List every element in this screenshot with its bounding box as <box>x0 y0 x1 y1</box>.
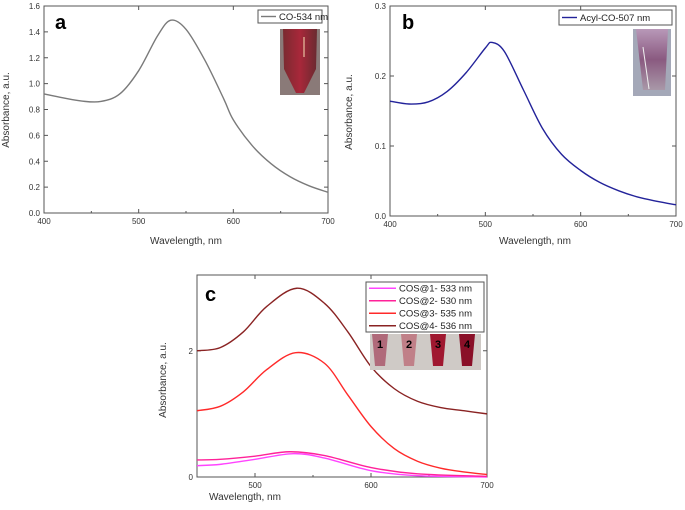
y-tick-label: 0.2 <box>29 183 41 192</box>
y-tick-label: 1.0 <box>29 80 41 89</box>
x-axis-label: Wavelength, nm <box>209 492 281 503</box>
y-tick-label: 0.0 <box>375 212 387 221</box>
series-line-1 <box>43 19 329 193</box>
y-axis-label: Absorbance, a.u. <box>344 74 355 150</box>
vial-label: 2 <box>406 339 412 351</box>
inset-photo <box>633 29 671 96</box>
vial-label: 1 <box>377 339 383 351</box>
panel-label: a <box>55 12 67 34</box>
x-tick-label: 400 <box>383 220 397 229</box>
y-tick-label: 2 <box>189 347 194 356</box>
vial-icon <box>459 334 475 366</box>
y-tick-label: 1.2 <box>29 54 41 63</box>
inset-photo <box>280 29 320 95</box>
legend: CO-534 nm <box>257 9 328 24</box>
series-line-3 <box>196 351 488 476</box>
legend-entry: Acyl-CO-507 nm <box>580 13 650 24</box>
legend-entry: CO-534 nm <box>279 12 328 23</box>
chart-panel-a: 400 500 600 700 0.0 0.2 0.4 0.6 0.8 1.0 1.2 1.4 1.6 W… <box>1 2 335 247</box>
x-tick-label: 700 <box>480 481 494 490</box>
y-tick-label: 0 <box>189 473 194 482</box>
y-tick-label: 0.1 <box>375 142 387 151</box>
vial-label: 4 <box>464 339 471 351</box>
legend-box <box>558 9 673 26</box>
panel-label: c <box>205 284 216 306</box>
x-tick-label: 400 <box>37 217 51 226</box>
legend-box <box>257 9 323 24</box>
series-line-2 <box>196 451 488 478</box>
x-tick-label: 600 <box>227 217 241 226</box>
legend-entry: COS@4- 536 nm <box>399 321 472 332</box>
y-tick-label: 0.4 <box>29 157 41 166</box>
y-axis-label: Absorbance, a.u. <box>1 72 12 148</box>
vial-icon <box>401 334 417 366</box>
y-tick-label: 0.3 <box>375 2 387 11</box>
vial-icon <box>636 29 668 90</box>
x-tick-label: 500 <box>479 220 493 229</box>
series-line-1 <box>389 41 677 206</box>
vial-icon <box>430 334 446 366</box>
y-tick-label: 0.2 <box>375 72 387 81</box>
series-line-4 <box>196 287 488 415</box>
x-tick-label: 500 <box>248 481 262 490</box>
panel-label: b <box>402 12 414 34</box>
legend-box <box>365 281 485 333</box>
vial-label: 3 <box>435 339 441 351</box>
plot-frame <box>196 274 488 478</box>
legend-entry: COS@1- 533 nm <box>399 284 472 295</box>
x-axis-label: Wavelength, nm <box>499 236 571 247</box>
y-tick-label: 0.6 <box>29 131 41 140</box>
x-tick-label: 500 <box>132 217 146 226</box>
legend: Acyl-CO-507 nm <box>558 9 673 26</box>
y-tick-label: 1.4 <box>29 28 41 37</box>
inset-photo: 1 2 3 4 <box>370 334 481 370</box>
y-axis-label: Absorbance, a.u. <box>158 342 169 418</box>
legend-entry: COS@3- 535 nm <box>399 309 472 320</box>
chart-panel-c: 500 600 700 0 2 Wavelength, nm Absorbance, a.u… <box>158 274 494 503</box>
x-axis-label: Wavelength, nm <box>150 236 222 247</box>
y-tick-label: 0.0 <box>29 209 41 218</box>
x-tick-label: 700 <box>669 220 683 229</box>
y-tick-label: 1.6 <box>29 2 41 11</box>
vial-highlight <box>642 46 650 90</box>
vial-icon <box>372 334 388 366</box>
x-tick-label: 700 <box>321 217 335 226</box>
x-tick-label: 600 <box>574 220 588 229</box>
chart-panel-b: 400 500 600 700 0.0 0.1 0.2 0.3 Wavelength, nm Ab… <box>344 2 683 247</box>
y-tick-label: 0.8 <box>29 106 41 115</box>
series-line-1 <box>196 452 488 478</box>
x-tick-label: 600 <box>364 481 378 490</box>
vial-icon <box>283 29 317 93</box>
legend-entry: COS@2- 530 nm <box>399 296 472 307</box>
